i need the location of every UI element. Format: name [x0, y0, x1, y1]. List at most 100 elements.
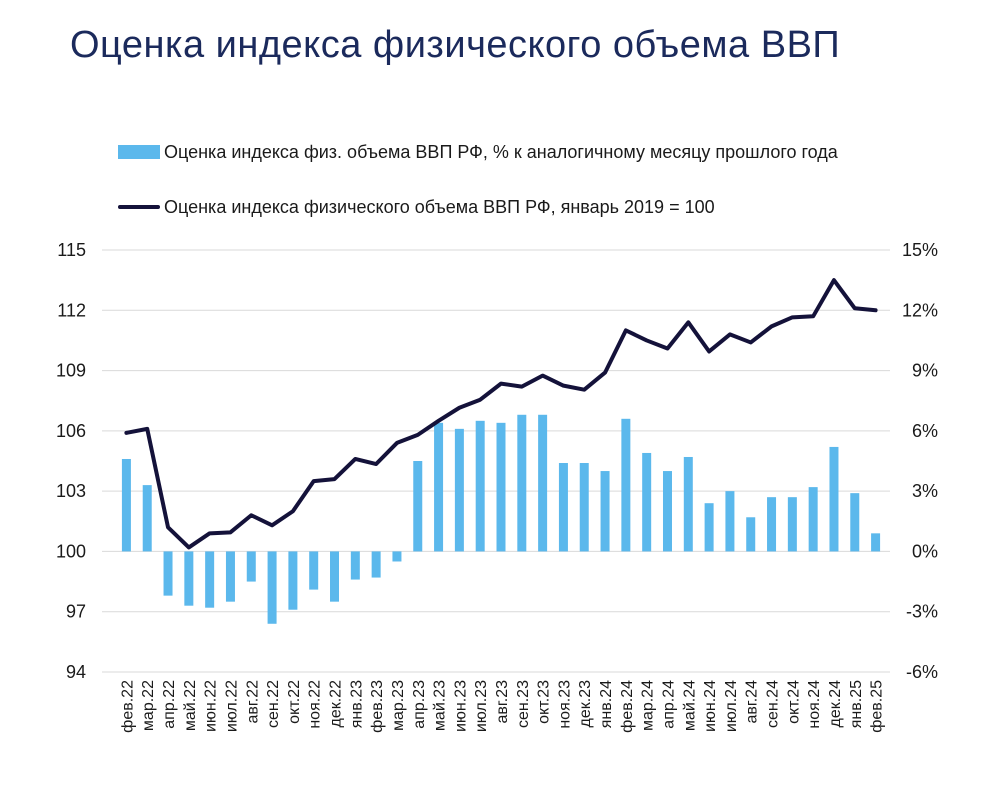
x-tick-label: апр.23	[411, 680, 428, 729]
x-tick-label: окт.22	[286, 680, 303, 724]
bar	[579, 463, 589, 552]
gridlines	[102, 249, 890, 673]
x-tick-label: янв.23	[348, 680, 365, 728]
x-tick-label: апр.22	[161, 680, 178, 729]
bar	[871, 533, 881, 552]
bar	[683, 456, 693, 552]
bar	[267, 551, 277, 624]
bar	[434, 422, 444, 552]
bar	[371, 551, 381, 578]
legend-swatch-bars	[118, 145, 160, 159]
bar	[517, 414, 527, 552]
y-left-tick-label: 106	[56, 421, 86, 441]
y-right-tick-label: 6%	[912, 421, 938, 441]
x-tick-label: фев.22	[119, 680, 136, 733]
legend-label-line: Оценка индекса физического объема ВВП РФ…	[164, 196, 715, 217]
y-right-tick-label: 0%	[912, 541, 938, 561]
x-tick-label: авг.23	[494, 680, 511, 724]
x-tick-label: июн.22	[203, 680, 220, 732]
y-left-tick-label: 97	[66, 602, 86, 622]
x-tick-label: апр.24	[660, 680, 677, 729]
bar	[746, 517, 756, 552]
x-tick-label: июн.23	[452, 680, 469, 732]
x-tick-label: авг.24	[744, 680, 761, 724]
x-tick-label: май.22	[182, 680, 199, 731]
bar	[413, 461, 423, 552]
y-left-tick-label: 94	[66, 662, 86, 682]
y-left-tick-label: 115	[57, 240, 86, 260]
y-left-tick-label: 100	[56, 541, 86, 561]
y-left-tick-label: 109	[56, 361, 86, 381]
x-tick-label: фев.24	[619, 680, 636, 733]
y-left-tick-label: 103	[56, 481, 86, 501]
x-tick-label: авг.22	[244, 680, 261, 724]
legend-swatch-line	[118, 205, 160, 209]
legend-item-bars: Оценка индекса физ. объема ВВП РФ, % к а…	[118, 140, 838, 164]
x-tick-label: мар.24	[640, 680, 657, 731]
y-left-tick-label: 112	[57, 300, 86, 320]
x-tick-label: мар.22	[140, 680, 157, 731]
x-tick-label: ноя.23	[556, 680, 573, 729]
bar	[662, 471, 672, 552]
bar	[538, 414, 548, 552]
bar	[642, 452, 652, 552]
x-tick-label: дек.22	[328, 680, 345, 728]
bar	[392, 551, 402, 562]
y-right-tick-label: 15%	[902, 240, 938, 260]
bar	[558, 463, 568, 552]
bar	[725, 491, 735, 552]
bar	[163, 551, 173, 596]
legend: Оценка индекса физ. объема ВВП РФ, % к а…	[118, 140, 838, 250]
x-tick-label: дек.24	[827, 680, 844, 728]
x-tick-label: июл.22	[223, 680, 240, 732]
x-tick-label: сен.24	[765, 680, 782, 728]
y-axis-right: -6% -3% 0% 3% 6% 9% 12% 15%	[902, 240, 938, 682]
bar	[496, 422, 506, 552]
bar	[767, 497, 777, 552]
line-series	[124, 278, 878, 550]
x-tick-label: фев.25	[869, 680, 886, 733]
y-right-tick-label: 9%	[912, 361, 938, 381]
chart-title: Оценка индекса физического объема ВВП	[70, 24, 841, 66]
x-tick-label: июн.24	[702, 680, 719, 732]
x-tick-label: дек.23	[577, 680, 594, 728]
x-tick-label: июл.23	[473, 680, 490, 732]
x-tick-label: янв.25	[848, 680, 865, 728]
y-right-tick-label: 3%	[912, 481, 938, 501]
x-tick-label: янв.24	[598, 680, 615, 728]
bar	[184, 551, 194, 606]
x-tick-label: фев.23	[369, 680, 386, 733]
bar	[454, 428, 464, 552]
bar	[142, 485, 152, 552]
x-tick-label: сен.23	[515, 680, 532, 728]
x-tick-label: ноя.22	[307, 680, 324, 729]
y-right-tick-label: -6%	[906, 662, 938, 682]
bar-series	[121, 414, 881, 624]
bar	[246, 551, 256, 582]
bar	[704, 503, 714, 552]
bar	[225, 551, 235, 602]
bar	[205, 551, 215, 608]
x-tick-label: ноя.24	[806, 680, 823, 729]
bar	[288, 551, 298, 610]
x-tick-label: сен.22	[265, 680, 282, 728]
index-line	[124, 278, 878, 550]
bar	[330, 551, 340, 602]
bar	[787, 497, 797, 552]
x-tick-label: май.23	[432, 680, 449, 731]
bar	[121, 458, 131, 552]
y-axis-left: 94 97 100 103 106 109 112 115	[56, 240, 86, 682]
x-tick-label: мар.23	[390, 680, 407, 731]
bar	[808, 487, 818, 552]
x-tick-label: окт.24	[785, 680, 802, 724]
bar	[829, 446, 839, 552]
bar	[621, 418, 631, 552]
x-tick-label: окт.23	[536, 680, 553, 724]
y-right-tick-label: -3%	[906, 602, 938, 622]
bar	[475, 420, 485, 552]
legend-label-bars: Оценка индекса физ. объема ВВП РФ, % к а…	[164, 141, 838, 162]
bar	[600, 471, 610, 552]
bar	[350, 551, 360, 580]
legend-item-line: Оценка индекса физического объема ВВП РФ…	[118, 195, 838, 219]
